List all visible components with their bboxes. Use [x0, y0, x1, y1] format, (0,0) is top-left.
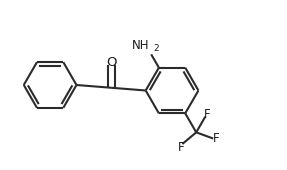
Text: F: F	[213, 132, 220, 145]
Text: NH: NH	[131, 39, 149, 52]
Text: F: F	[178, 141, 185, 154]
Text: F: F	[204, 108, 211, 121]
Text: 2: 2	[153, 44, 159, 53]
Text: O: O	[106, 56, 116, 69]
